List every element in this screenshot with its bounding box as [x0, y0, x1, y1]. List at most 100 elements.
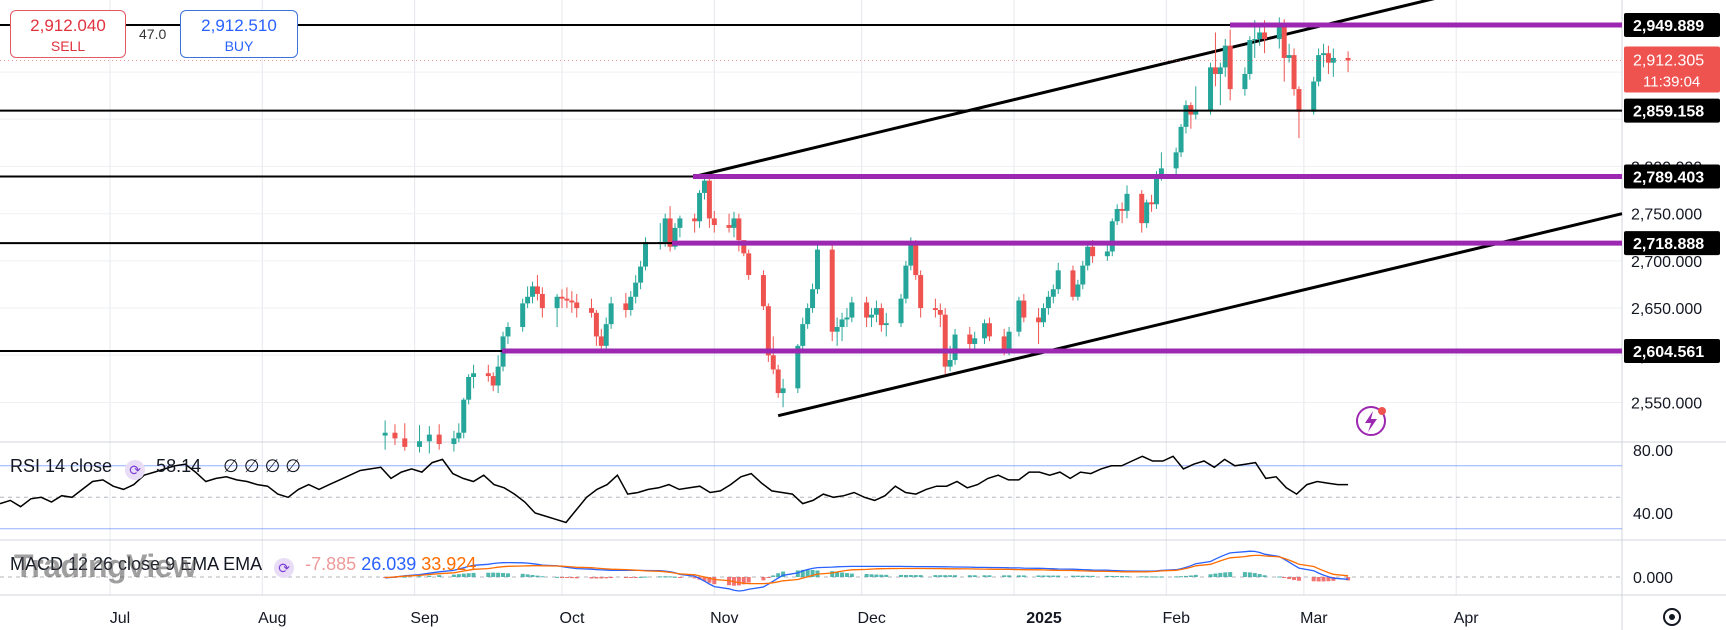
candle-body — [633, 282, 639, 297]
candle-body — [1217, 67, 1223, 74]
refresh-icon[interactable]: ⟳ — [125, 460, 146, 480]
candle-body — [869, 314, 875, 318]
candle-body — [810, 289, 816, 309]
candle-body — [1144, 202, 1150, 224]
candle-body — [426, 434, 432, 442]
macd-histogram-bar — [604, 577, 609, 579]
macd-histogram-bar — [844, 573, 849, 577]
macd-histogram-bar — [1139, 576, 1144, 578]
candle-body — [746, 253, 752, 276]
candle-body — [972, 338, 978, 344]
macd-histogram-bar — [1149, 576, 1154, 578]
macd-histogram-bar — [1159, 576, 1164, 578]
candle-body — [672, 227, 678, 247]
rsi-placeholder: ∅ — [285, 456, 301, 476]
misc-icons[interactable] — [1356, 406, 1386, 436]
macd-histogram-bar — [1213, 573, 1218, 577]
macd-histogram-bar — [609, 577, 614, 579]
candle-body — [1212, 67, 1218, 74]
macd-histogram-bar — [864, 573, 869, 577]
macd-histogram-bar — [461, 573, 466, 577]
settings-icon — [1663, 608, 1681, 626]
candle-body — [834, 326, 840, 332]
candle-body — [844, 317, 850, 320]
macd-line-value: 26.039 — [361, 554, 417, 574]
macd-histogram-bar — [1188, 575, 1193, 577]
candle-body — [800, 324, 806, 346]
candle-body — [765, 306, 771, 356]
candle-body — [1075, 284, 1081, 297]
candle-body — [942, 314, 948, 367]
macd-histogram-bar — [520, 573, 525, 577]
candle-body — [937, 309, 943, 315]
macd-histogram-bar — [776, 573, 781, 577]
macd-histogram-bar — [402, 576, 407, 578]
macd-histogram-bar — [1021, 575, 1026, 577]
macd-histogram-bar — [938, 575, 943, 577]
candle-body — [1036, 317, 1042, 323]
macd-histogram-bar — [643, 576, 648, 578]
candle-body — [608, 303, 614, 325]
macd-pane: 0.000 — [0, 550, 1673, 592]
candle-body — [932, 308, 938, 310]
candle-body — [913, 243, 919, 276]
macd-histogram-bar — [486, 572, 491, 577]
macd-histogram-bar — [1041, 575, 1046, 577]
buy-button[interactable]: 2,912.510 BUY — [180, 10, 298, 58]
macd-histogram-bar — [1110, 575, 1115, 577]
candle-body — [883, 323, 889, 326]
candle-body — [1247, 39, 1253, 74]
macd-histogram-bar — [771, 575, 776, 577]
candle-body — [436, 434, 442, 445]
macd-histogram-bar — [1056, 575, 1061, 577]
candle-body — [554, 296, 560, 309]
macd-hist-value: -7.885 — [305, 554, 357, 574]
rsi-title: RSI 14 close — [10, 456, 113, 476]
macd-histogram-bar — [781, 571, 786, 577]
candle-body — [667, 218, 673, 247]
time-tick-label: Dec — [857, 610, 885, 627]
candle-body — [1257, 32, 1263, 40]
sell-button[interactable]: 2,912.040 SELL — [10, 10, 126, 58]
sell-label: SELL — [50, 38, 86, 54]
candle-body — [1149, 202, 1155, 205]
candle-body — [1291, 55, 1297, 90]
tradingview-logo: TradingView — [14, 548, 197, 584]
candle-body — [908, 243, 914, 266]
candle-body — [1139, 193, 1145, 224]
level-price-tag — [1624, 231, 1720, 256]
candle-body — [878, 308, 884, 326]
price-tick-label: 2,550.000 — [1631, 396, 1702, 413]
macd-histogram-bar — [805, 569, 810, 577]
macd-histogram-bar — [560, 577, 564, 578]
candle-body — [1016, 300, 1022, 332]
level-price-tag — [1624, 98, 1720, 123]
macd-histogram-bar — [530, 574, 535, 577]
macd-histogram-bar — [594, 577, 599, 579]
price-axis: 2,550.0002,600.0002,650.0002,700.0002,75… — [1631, 159, 1702, 412]
time-tick-label: Mar — [1300, 610, 1328, 627]
candle-body — [805, 308, 811, 325]
candle-body — [986, 323, 992, 337]
macd-histogram-bar — [948, 575, 953, 577]
candle-body — [726, 225, 732, 228]
macd-histogram-bar — [835, 571, 840, 577]
buy-label: BUY — [224, 38, 254, 54]
macd-histogram-bar — [1208, 574, 1213, 577]
macd-histogram-bar — [555, 576, 560, 578]
candle-body — [1158, 168, 1164, 175]
macd-histogram-bar — [840, 572, 845, 577]
macd-histogram-bar — [1247, 572, 1252, 577]
candle-body — [1109, 221, 1115, 252]
candle-body — [711, 218, 717, 226]
macd-histogram-bar — [908, 575, 913, 577]
candle-body — [736, 218, 742, 241]
macd-histogram-bar — [1262, 575, 1267, 577]
refresh-icon[interactable]: ⟳ — [274, 558, 295, 578]
candle-body — [1104, 251, 1110, 257]
candle-body — [623, 303, 629, 310]
time-tick-label: Oct — [560, 610, 585, 627]
macd-tick-label: 0.000 — [1633, 570, 1673, 587]
